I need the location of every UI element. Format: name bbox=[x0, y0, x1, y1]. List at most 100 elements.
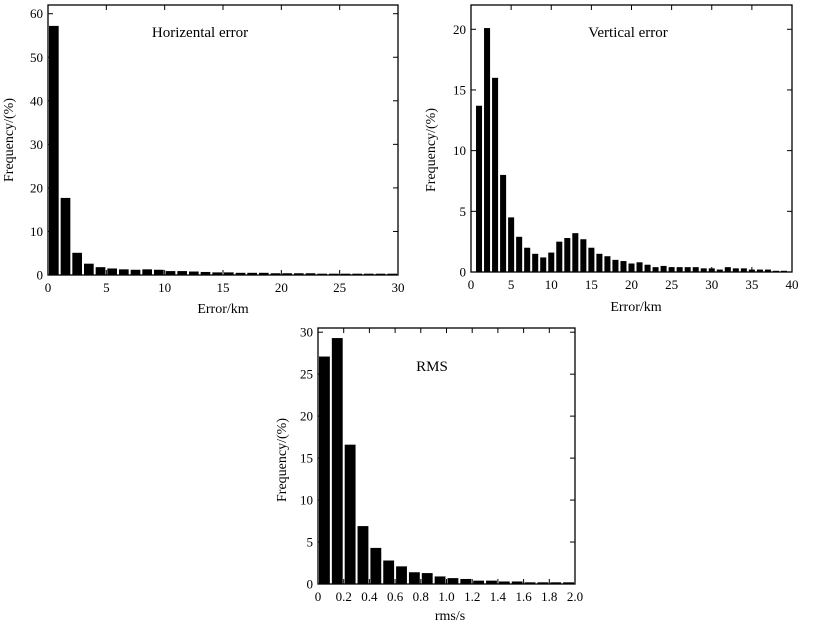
y-tick-label: 10 bbox=[300, 493, 313, 508]
bar bbox=[637, 262, 643, 272]
bar bbox=[49, 26, 59, 275]
y-axis-label: Frequency/(%) bbox=[275, 418, 290, 502]
x-tick-label: 0.6 bbox=[387, 589, 404, 604]
bar bbox=[725, 267, 731, 272]
y-tick-label: 0 bbox=[37, 268, 44, 283]
bar bbox=[460, 579, 471, 584]
x-tick-label: 15 bbox=[585, 277, 598, 292]
bar bbox=[119, 269, 129, 275]
y-tick-label: 60 bbox=[30, 6, 43, 21]
x-tick-label: 10 bbox=[545, 277, 558, 292]
bar bbox=[604, 256, 610, 272]
bar bbox=[107, 268, 117, 275]
bar bbox=[96, 267, 106, 275]
x-tick-label: 0 bbox=[45, 280, 52, 295]
plot-frame bbox=[48, 5, 398, 275]
x-tick-label: 10 bbox=[158, 280, 171, 295]
y-axis-label: Frequency/(%) bbox=[2, 98, 17, 182]
y-tick-label: 20 bbox=[300, 409, 313, 424]
x-tick-label: 15 bbox=[217, 280, 230, 295]
x-tick-label: 25 bbox=[665, 277, 678, 292]
bar bbox=[396, 566, 407, 584]
x-tick-label: 1.2 bbox=[464, 589, 480, 604]
bar bbox=[142, 269, 152, 275]
bar bbox=[596, 254, 602, 272]
x-tick-label: 20 bbox=[625, 277, 638, 292]
bar bbox=[84, 264, 94, 275]
chart-title: Vertical error bbox=[588, 25, 668, 41]
bar bbox=[409, 572, 420, 584]
y-tick-label: 30 bbox=[30, 137, 43, 152]
bar bbox=[345, 445, 356, 584]
bar bbox=[532, 254, 538, 272]
x-tick-label: 30 bbox=[392, 280, 405, 295]
bar bbox=[677, 267, 683, 272]
x-axis-label: Error/km bbox=[610, 300, 661, 315]
x-tick-label: 2.0 bbox=[567, 589, 583, 604]
bar bbox=[332, 338, 343, 584]
bar bbox=[524, 248, 530, 272]
bar bbox=[508, 217, 514, 272]
bar bbox=[516, 237, 522, 272]
horizontal-error-histogram: Horizental error Error/km Frequency/(%) … bbox=[2, 5, 405, 317]
y-tick-label: 10 bbox=[30, 224, 43, 239]
x-tick-label: 0.8 bbox=[413, 589, 429, 604]
bar bbox=[370, 548, 381, 584]
x-tick-label: 20 bbox=[275, 280, 288, 295]
x-axis-label: rms/s bbox=[435, 609, 465, 624]
bar bbox=[612, 260, 618, 272]
bar bbox=[661, 266, 667, 272]
bar bbox=[620, 261, 626, 272]
y-tick-label: 30 bbox=[300, 325, 313, 340]
bar bbox=[540, 257, 546, 272]
bar bbox=[653, 267, 659, 272]
chart-title: RMS bbox=[416, 359, 448, 375]
plot-frame bbox=[471, 5, 792, 272]
y-tick-label: 50 bbox=[30, 50, 43, 65]
y-tick-label: 20 bbox=[453, 22, 466, 37]
bar bbox=[693, 267, 699, 272]
bar bbox=[645, 265, 651, 272]
x-tick-label: 5 bbox=[508, 277, 515, 292]
bar bbox=[500, 175, 506, 272]
bar bbox=[154, 270, 164, 275]
chart-title: Horizental error bbox=[152, 25, 248, 41]
bar bbox=[476, 106, 482, 272]
bar bbox=[358, 526, 369, 584]
x-tick-label: 30 bbox=[705, 277, 718, 292]
bar bbox=[72, 253, 82, 275]
y-tick-label: 5 bbox=[307, 535, 314, 550]
bar bbox=[564, 238, 570, 272]
bar bbox=[572, 233, 578, 272]
bar bbox=[383, 561, 394, 585]
bar bbox=[556, 242, 562, 272]
y-tick-label: 10 bbox=[453, 143, 466, 158]
bar bbox=[131, 270, 141, 275]
y-tick-label: 25 bbox=[300, 367, 313, 382]
bar bbox=[61, 198, 71, 275]
bar bbox=[580, 239, 586, 272]
figure: Horizental error Error/km Frequency/(%) … bbox=[0, 0, 827, 625]
y-tick-label: 0 bbox=[460, 265, 467, 280]
bar bbox=[685, 267, 691, 272]
bar bbox=[422, 573, 433, 584]
y-tick-label: 40 bbox=[30, 93, 43, 108]
y-axis-label: Frequency/(%) bbox=[424, 108, 439, 192]
bar bbox=[448, 578, 459, 584]
bar bbox=[319, 357, 330, 584]
x-tick-label: 1.6 bbox=[515, 589, 532, 604]
x-tick-label: 0.4 bbox=[361, 589, 378, 604]
y-tick-label: 0 bbox=[307, 577, 314, 592]
x-axis-label: Error/km bbox=[197, 302, 248, 317]
x-tick-label: 1.8 bbox=[541, 589, 557, 604]
y-tick-label: 15 bbox=[453, 82, 466, 97]
y-tick-label: 20 bbox=[30, 180, 43, 195]
x-tick-label: 0 bbox=[468, 277, 475, 292]
x-tick-label: 1.0 bbox=[438, 589, 454, 604]
bar bbox=[435, 576, 446, 584]
vertical-error-histogram: Vertical error Error/km Frequency/(%) 0 5… bbox=[424, 5, 799, 315]
y-tick-label: 15 bbox=[300, 451, 313, 466]
rms-histogram: RMS rms/s Frequency/(%) 0 0.2 0.4 0.6 0.8 1.0… bbox=[275, 325, 583, 624]
x-tick-label: 40 bbox=[786, 277, 799, 292]
x-tick-label: 0.2 bbox=[336, 589, 352, 604]
